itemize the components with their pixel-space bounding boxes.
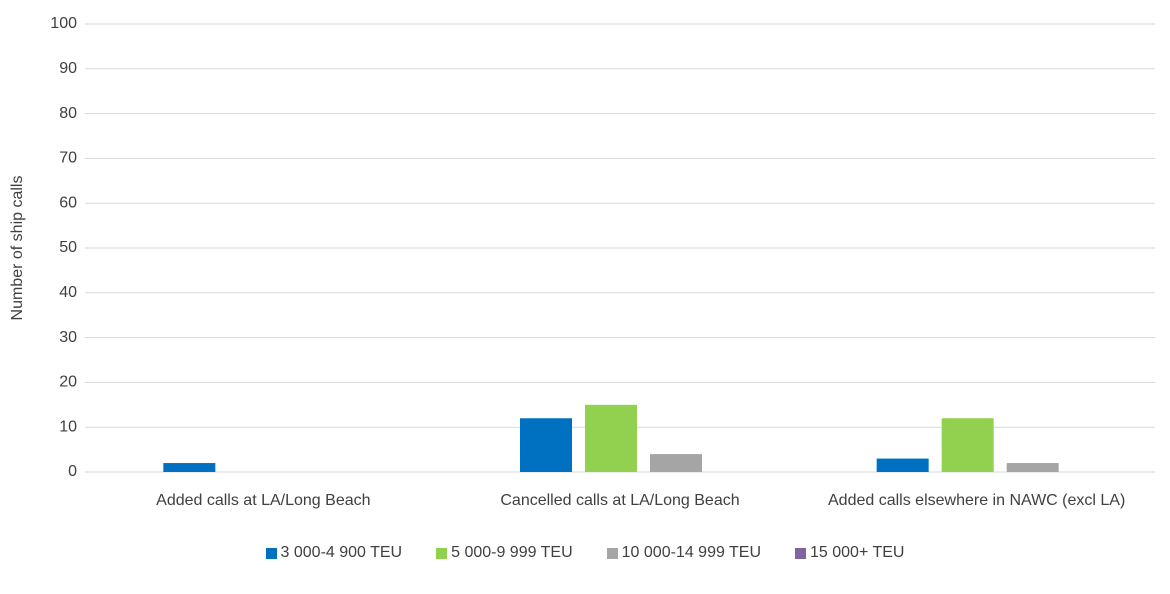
legend-swatch: [436, 547, 448, 559]
y-tick-label: 80: [59, 105, 77, 122]
legend-item: 10 000-14 999 TEU: [606, 544, 762, 562]
legend-item: 3 000-4 900 TEU: [265, 544, 403, 562]
y-tick-label: 10: [59, 418, 77, 435]
y-tick-label: 30: [59, 329, 77, 346]
y-tick-label: 0: [68, 463, 77, 480]
legend-item: 15 000+ TEU: [795, 544, 904, 562]
y-tick-label: 70: [59, 150, 77, 167]
y-tick-label: 60: [59, 194, 77, 211]
y-axis-label: Number of ship calls: [9, 176, 26, 321]
y-tick-label: 100: [50, 15, 77, 32]
legend-swatch: [795, 547, 807, 559]
y-tick-label: 20: [59, 374, 77, 391]
bar: [520, 418, 572, 472]
legend-label: 15 000+ TEU: [810, 544, 905, 561]
bar: [1006, 463, 1059, 472]
legend-label: 5 000-9 999 TEU: [451, 544, 573, 561]
y-tick-label: 40: [59, 284, 77, 301]
legend-label: 10 000-14 999 TEU: [621, 544, 762, 561]
y-tick-label: 90: [59, 60, 77, 77]
bar: [941, 418, 994, 472]
y-tick-label: 50: [59, 239, 77, 256]
legend-label: 3 000-4 900 TEU: [280, 544, 403, 561]
x-tick-label: Cancelled calls at LA/Long Beach: [500, 492, 740, 509]
bar: [876, 458, 929, 472]
x-tick-label: Added calls elsewhere in NAWC (excl LA): [828, 492, 1126, 509]
bar: [650, 454, 702, 472]
legend: 3 000-4 900 TEU 5 000-9 999 TEU 10 000-14 …: [0, 544, 1170, 562]
bar: [163, 463, 216, 472]
bar: [585, 404, 637, 472]
legend-swatch: [265, 547, 277, 559]
legend-item: 5 000-9 999 TEU: [436, 544, 573, 562]
legend-swatch: [606, 547, 618, 559]
x-tick-label: Added calls at LA/Long Beach: [156, 492, 371, 509]
